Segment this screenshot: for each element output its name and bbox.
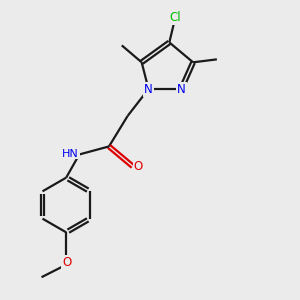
Text: N: N (177, 82, 186, 96)
Text: O: O (62, 256, 71, 269)
Text: N: N (144, 82, 153, 96)
Text: HN: HN (62, 148, 79, 159)
Text: Cl: Cl (169, 11, 181, 24)
Text: O: O (134, 160, 143, 173)
